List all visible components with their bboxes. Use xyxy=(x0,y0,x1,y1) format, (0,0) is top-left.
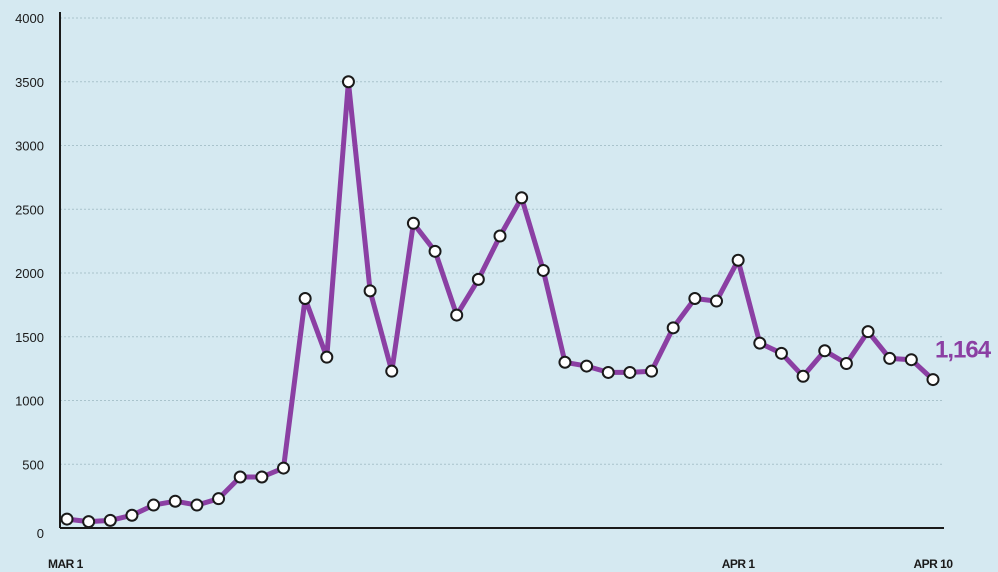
x-tick-label: APR 1 xyxy=(722,557,756,571)
data-point xyxy=(818,344,832,358)
y-tick-label: 1500 xyxy=(15,330,44,345)
data-point xyxy=(904,353,918,367)
x-tick-label: APR 10 xyxy=(913,557,953,571)
data-point xyxy=(385,364,399,378)
data-point xyxy=(168,494,182,508)
data-points xyxy=(60,75,940,529)
data-point xyxy=(103,513,117,527)
y-tick-label: 2000 xyxy=(15,266,44,281)
data-point xyxy=(536,263,550,277)
data-point xyxy=(796,369,810,383)
data-point xyxy=(298,292,312,305)
data-point xyxy=(839,357,853,371)
series xyxy=(64,79,936,525)
end-value-label: 1,164 xyxy=(935,337,992,364)
data-point xyxy=(341,75,355,89)
data-point xyxy=(666,321,680,335)
data-point xyxy=(471,272,485,286)
data-point xyxy=(645,364,659,378)
y-tick-label: 1000 xyxy=(15,394,44,409)
y-tick-label: 4000 xyxy=(15,11,44,26)
data-point xyxy=(125,508,139,522)
data-point xyxy=(190,498,204,512)
data-point xyxy=(493,229,507,243)
data-point xyxy=(320,350,334,364)
data-point xyxy=(233,470,247,484)
data-point xyxy=(147,498,161,512)
data-point xyxy=(861,325,875,339)
data-point xyxy=(926,373,940,387)
data-point xyxy=(363,284,377,298)
data-point xyxy=(688,292,702,305)
y-tick-label: 3000 xyxy=(15,139,44,154)
data-point xyxy=(774,346,788,360)
series-line xyxy=(64,79,936,525)
y-axis: 0 500 1000 1500 2000 2500 3000 3500 4000 xyxy=(15,11,61,541)
data-point xyxy=(450,308,464,322)
y-tick-label: 3500 xyxy=(15,75,44,90)
x-axis: MAR 1 APR 1 APR 10 xyxy=(48,527,954,571)
data-point xyxy=(212,492,226,506)
data-point xyxy=(623,365,637,379)
y-tick-label: 500 xyxy=(22,457,44,472)
data-point xyxy=(515,191,529,205)
data-point xyxy=(60,512,74,526)
x-tick-label: MAR 1 xyxy=(48,557,84,571)
data-point xyxy=(753,336,767,350)
y-tick-label: 2500 xyxy=(15,202,44,217)
data-point xyxy=(883,351,897,365)
data-point xyxy=(710,294,723,308)
data-point xyxy=(731,253,745,267)
data-point xyxy=(255,470,269,484)
gridlines xyxy=(60,17,944,465)
data-point xyxy=(601,365,615,379)
data-point xyxy=(406,216,420,230)
data-point xyxy=(558,355,572,369)
data-point xyxy=(580,359,594,373)
data-point xyxy=(277,461,290,475)
data-point xyxy=(82,515,96,529)
y-tick-label: 0 xyxy=(37,526,44,541)
data-point xyxy=(428,244,442,258)
